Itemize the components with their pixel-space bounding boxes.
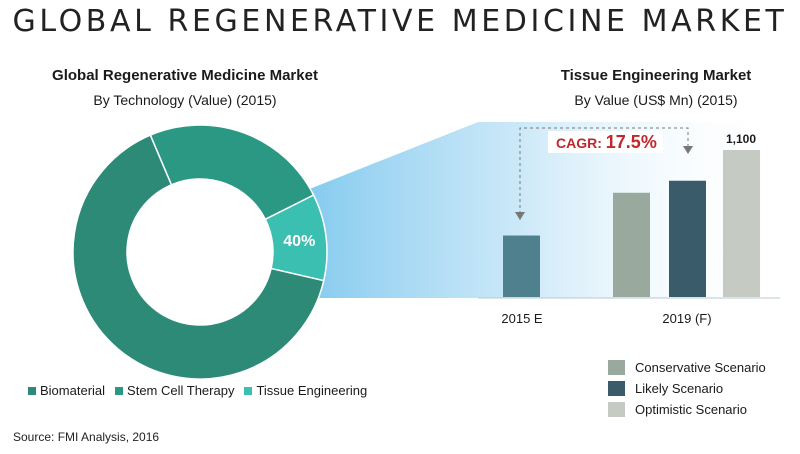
legend-item-tissue-engineering: Tissue Engineering [244,383,367,398]
legend-item-conservative: Conservative Scenario [608,357,766,378]
cagr-annotation: CAGR: 17.5% [515,127,693,220]
bar-legend: Conservative Scenario Likely Scenario Op… [608,357,766,420]
cagr-value: 17.5% [606,132,657,152]
cagr-label: CAGR: [556,135,606,151]
pie-chart-subtitle: By Technology (Value) (2015) [93,92,277,108]
bar-category-label-1: 2019 (F) [662,311,711,326]
legend-swatch-tissue-engineering [244,386,253,395]
cagr-bracket [519,127,689,220]
donut-chart: 40% [72,124,328,380]
bar-2015-estimate [503,235,540,297]
legend-label-conservative: Conservative Scenario [635,360,766,375]
legend-swatch-conservative [608,360,625,375]
legend-item-optimistic: Optimistic Scenario [608,399,766,420]
cagr-arrow-right [683,146,693,154]
pie-slice-stem-cell-therapy [149,124,315,221]
source-note: Source: FMI Analysis, 2016 [13,430,160,444]
bar-chart: 1,100 2015 E 2019 (F) [478,132,780,326]
legend-swatch-optimistic [608,402,625,417]
legend-swatch-biomaterial [28,386,36,395]
legend-item-likely: Likely Scenario [608,378,766,399]
bar-value-label-optimistic: 1,100 [726,132,756,146]
svg-text:CAGR: 17.5%: CAGR: 17.5% [556,132,657,152]
legend-label-biomaterial: Biomaterial [40,383,106,398]
zoom-connector [307,122,780,298]
bar-2019-conservative [613,192,650,297]
bar-category-label-0: 2015 E [501,311,543,326]
bar-chart-title: Tissue Engineering Market [560,67,752,84]
legend-label-stem-cell-therapy: Stem Cell Therapy [127,383,235,398]
pie-slice-tissue-engineering [264,194,328,282]
bar-2019-likely [669,180,706,297]
pie-data-label-tissue-engineering: 40% [283,233,315,250]
pie-legend: Biomaterial Stem Cell Therapy Tissue Eng… [28,383,367,398]
bar-2019-optimistic [723,150,760,297]
legend-label-likely: Likely Scenario [635,381,724,396]
legend-item-biomaterial: Biomaterial [28,383,105,398]
legend-swatch-stem-cell-therapy [115,386,124,395]
legend-label-tissue-engineering: Tissue Engineering [256,383,368,398]
page-title: GLOBAL REGENERATIVE MEDICINE MARKET [12,4,788,39]
legend-item-stem-cell-therapy: Stem Cell Therapy [115,383,234,398]
pie-slice-biomaterial [72,134,325,380]
legend-swatch-likely [608,381,625,396]
bar-chart-subtitle: By Value (US$ Mn) (2015) [574,92,738,108]
legend-label-optimistic: Optimistic Scenario [635,402,747,417]
cagr-arrow-left [515,212,525,220]
pie-chart-title: Global Regenerative Medicine Market [52,67,318,84]
